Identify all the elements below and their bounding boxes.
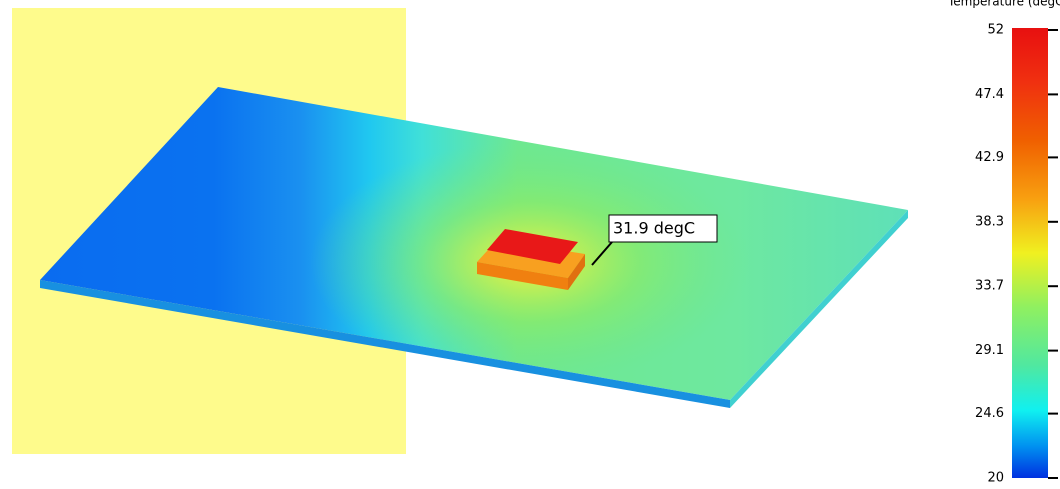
tick-label: 24.6	[975, 406, 1004, 421]
tick-label: 20	[987, 471, 1004, 486]
probe-label: 31.9 degC	[613, 219, 695, 238]
colorbar-title: Temperature (degC)	[947, 0, 1060, 9]
viewport: 31.9 degC Temperature (degC) 52 47.4 42.9 3…	[0, 0, 1060, 489]
tick-label: 33.7	[975, 279, 1004, 294]
page: 31.9 degC Temperature (degC) 52 47.4 42.9 3…	[0, 0, 1060, 489]
tick-label: 29.1	[975, 343, 1004, 358]
tick-label: 42.9	[975, 150, 1004, 165]
colorbar	[1012, 28, 1048, 478]
tick-label: 38.3	[975, 214, 1004, 229]
tick-label: 47.4	[975, 87, 1004, 102]
tick-label: 52	[987, 23, 1004, 38]
